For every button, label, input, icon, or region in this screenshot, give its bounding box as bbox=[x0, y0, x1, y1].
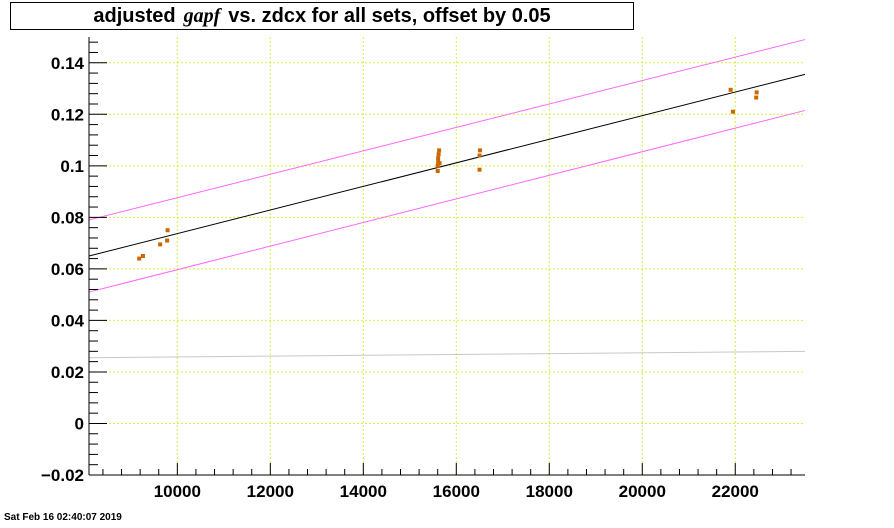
data-point bbox=[477, 153, 482, 158]
y-tick-label: 0.02 bbox=[51, 363, 84, 382]
y-tick-label: 0.12 bbox=[51, 105, 84, 124]
reference-line bbox=[88, 350, 806, 359]
data-point bbox=[435, 163, 440, 168]
data-point bbox=[478, 148, 483, 153]
x-tick-label: 22000 bbox=[712, 482, 759, 501]
x-tick-label: 20000 bbox=[619, 482, 666, 501]
fit-line bbox=[88, 73, 806, 257]
timestamp-footer: Sat Feb 16 02:40:07 2019 bbox=[4, 512, 122, 523]
data-point bbox=[477, 167, 482, 172]
y-tick-label: 0.14 bbox=[51, 54, 85, 73]
grid-layer bbox=[89, 37, 805, 476]
data-point bbox=[754, 90, 759, 95]
y-tick-label: 0.08 bbox=[51, 208, 84, 227]
series-layer bbox=[88, 39, 806, 359]
data-point bbox=[158, 242, 163, 247]
title-prefix: adjusted bbox=[93, 4, 176, 27]
data-point bbox=[165, 238, 170, 243]
y-tick-label: 0.06 bbox=[51, 260, 84, 279]
y-tick-label: 0 bbox=[75, 414, 84, 433]
x-tick-label: 18000 bbox=[526, 482, 573, 501]
lower-band-line bbox=[88, 109, 806, 293]
y-tick-label: −0.02 bbox=[41, 466, 84, 485]
title-italic-variable: gapf bbox=[183, 4, 221, 27]
data-point bbox=[437, 148, 442, 153]
upper-band-line bbox=[88, 39, 806, 221]
data-point bbox=[436, 156, 441, 161]
x-tick-label: 12000 bbox=[247, 482, 294, 501]
data-point bbox=[728, 87, 733, 92]
data-point bbox=[437, 161, 442, 166]
data-point bbox=[137, 256, 142, 261]
axes-layer: 10000 12000 14000 16000 18000 20000 22000 −0.02… bbox=[41, 37, 805, 501]
data-point bbox=[754, 95, 759, 100]
title-suffix: vs. zdcx for all sets, offset by 0.05 bbox=[228, 4, 551, 27]
data-point bbox=[730, 109, 735, 114]
data-point bbox=[165, 228, 170, 233]
y-tick-label: 0.04 bbox=[51, 311, 85, 330]
data-point bbox=[436, 152, 441, 157]
x-tick-label: 14000 bbox=[340, 482, 387, 501]
data-point bbox=[435, 168, 440, 173]
chart-title: adjusted gapf vs. zdcx for all sets, off… bbox=[10, 2, 634, 30]
y-tick-label: 0.1 bbox=[60, 157, 84, 176]
data-point bbox=[140, 254, 145, 258]
x-tick-label: 10000 bbox=[154, 482, 201, 501]
points-layer bbox=[137, 87, 759, 261]
x-tick-label: 16000 bbox=[433, 482, 480, 501]
